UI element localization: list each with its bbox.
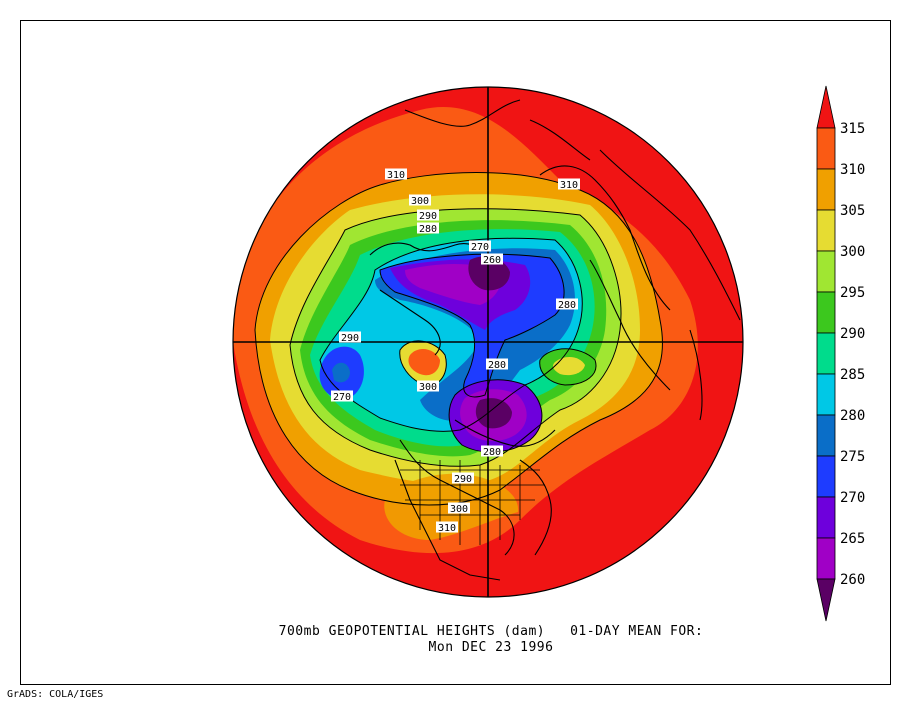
contour-label-bg bbox=[481, 445, 503, 457]
contour-label-bg bbox=[481, 253, 503, 265]
colorbar-tick-label: 280 bbox=[840, 408, 865, 424]
contour-label-bg bbox=[556, 298, 578, 310]
contour-label-bg bbox=[409, 194, 431, 206]
colorbar-tick-label: 260 bbox=[840, 572, 865, 588]
colorbar-swatch bbox=[816, 373, 836, 416]
colorbar-bottom-arrow bbox=[816, 578, 836, 622]
contour-label: 270 bbox=[333, 392, 351, 403]
colorbar-tick-label: 310 bbox=[840, 162, 865, 178]
contour-label: 280 bbox=[419, 224, 437, 235]
contour-label-bg bbox=[486, 358, 508, 370]
colorbar-swatch bbox=[816, 291, 836, 334]
contour-label: 270 bbox=[471, 242, 489, 253]
plot-title-line-1: 700mb GEOPOTENTIAL HEIGHTS (dam) 01-DAY … bbox=[278, 624, 704, 639]
contour-label: 310 bbox=[560, 180, 578, 191]
contour-label: 280 bbox=[488, 360, 506, 371]
contour-label-bg bbox=[448, 502, 470, 514]
contour-label: 290 bbox=[341, 333, 359, 344]
contour-label-bg bbox=[469, 240, 491, 252]
colorbar-tick-label: 265 bbox=[840, 531, 865, 547]
contour-label: 260 bbox=[483, 255, 501, 266]
colorbar-tick-label: 275 bbox=[840, 449, 865, 465]
coastlines bbox=[369, 99, 741, 581]
colorbar: 315 310 305 300 295 290 285 280 275 270 265 260 bbox=[816, 85, 865, 622]
contour-label-bg bbox=[417, 222, 439, 234]
colorbar-swatch bbox=[816, 332, 836, 375]
contour-label-bg bbox=[331, 390, 353, 402]
colorbar-swatch bbox=[816, 414, 836, 457]
contour-label-bg bbox=[452, 472, 474, 484]
contour-label: 300 bbox=[411, 196, 429, 207]
contour-label-bg bbox=[339, 331, 361, 343]
colorbar-tick-label: 290 bbox=[840, 326, 865, 342]
colorbar-tick-label: 270 bbox=[840, 490, 865, 506]
colorbar-swatch bbox=[816, 168, 836, 211]
height-field bbox=[233, 87, 743, 597]
colorbar-top-arrow bbox=[816, 85, 836, 129]
contour-label-bg bbox=[417, 209, 439, 221]
colorbar-tick-label: 300 bbox=[840, 244, 865, 260]
colorbar-swatch bbox=[816, 537, 836, 580]
contour-label: 290 bbox=[454, 474, 472, 485]
contour-label: 280 bbox=[483, 447, 501, 458]
colorbar-tick-label: 305 bbox=[840, 203, 865, 219]
colorbar-tick-label: 315 bbox=[840, 121, 865, 137]
contour-label-bg bbox=[417, 380, 439, 392]
contour-label: 310 bbox=[438, 523, 456, 534]
plot-title-line-2: Mon DEC 23 1996 bbox=[428, 640, 554, 655]
colorbar-swatch bbox=[816, 127, 836, 170]
contour-label: 290 bbox=[419, 211, 437, 222]
colorbar-tick-label: 295 bbox=[840, 285, 865, 301]
contour-label-bg bbox=[558, 178, 580, 190]
contour-label-bg bbox=[385, 168, 407, 180]
plot-frame bbox=[20, 20, 891, 685]
colorbar-swatch bbox=[816, 209, 836, 252]
colorbar-swatch bbox=[816, 250, 836, 293]
contour-label: 310 bbox=[387, 170, 405, 181]
contour-label: 280 bbox=[558, 300, 576, 311]
contour-labels: 310 310 300 290 280 270 260 280 290 280 270 300 280 2… bbox=[331, 168, 580, 534]
contour-label-bg bbox=[436, 521, 458, 533]
software-credit: GrADS: COLA/IGES bbox=[7, 689, 104, 700]
colorbar-swatch bbox=[816, 496, 836, 539]
colorbar-swatch bbox=[816, 455, 836, 498]
contour-label: 300 bbox=[450, 504, 468, 515]
colorbar-tick-label: 285 bbox=[840, 367, 865, 383]
contour-label: 300 bbox=[419, 382, 437, 393]
